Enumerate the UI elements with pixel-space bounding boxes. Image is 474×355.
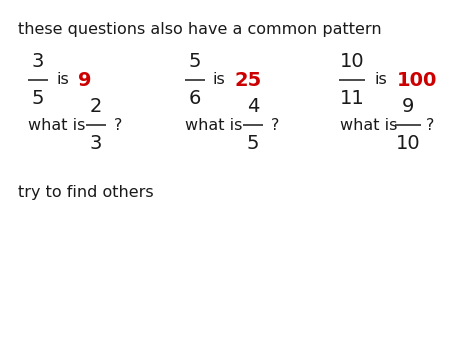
Text: 100: 100 bbox=[397, 71, 438, 89]
Text: is: is bbox=[213, 72, 226, 87]
Text: ?: ? bbox=[426, 118, 434, 132]
Text: ?: ? bbox=[271, 118, 279, 132]
Text: 3: 3 bbox=[90, 134, 102, 153]
Text: what is: what is bbox=[185, 118, 242, 132]
Text: what is: what is bbox=[340, 118, 397, 132]
Text: 10: 10 bbox=[340, 52, 365, 71]
Text: ?: ? bbox=[114, 118, 122, 132]
Text: 5: 5 bbox=[32, 89, 44, 108]
Text: 2: 2 bbox=[90, 97, 102, 116]
Text: 5: 5 bbox=[247, 134, 259, 153]
Text: these questions also have a common pattern: these questions also have a common patte… bbox=[18, 22, 382, 37]
Text: 9: 9 bbox=[402, 97, 414, 116]
Text: try to find others: try to find others bbox=[18, 185, 154, 200]
Text: 11: 11 bbox=[340, 89, 365, 108]
Text: is: is bbox=[375, 72, 388, 87]
Text: 3: 3 bbox=[32, 52, 44, 71]
Text: what is: what is bbox=[28, 118, 85, 132]
Text: is: is bbox=[56, 72, 69, 87]
Text: 5: 5 bbox=[189, 52, 201, 71]
Text: 9: 9 bbox=[78, 71, 91, 89]
Text: 10: 10 bbox=[396, 134, 420, 153]
Text: 25: 25 bbox=[235, 71, 262, 89]
Text: 6: 6 bbox=[189, 89, 201, 108]
Text: 4: 4 bbox=[247, 97, 259, 116]
